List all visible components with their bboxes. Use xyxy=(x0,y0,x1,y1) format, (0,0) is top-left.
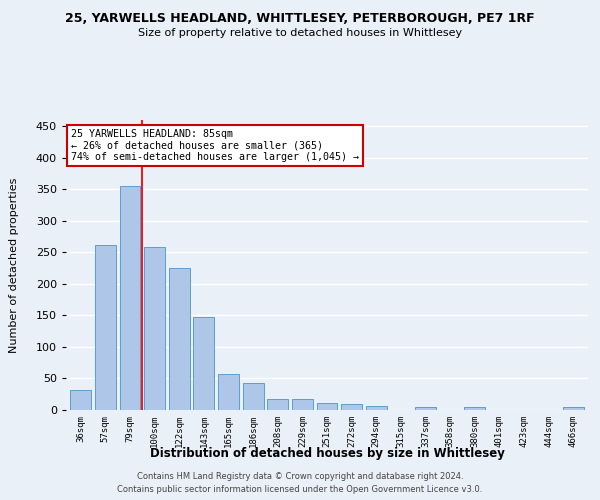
Text: 25, YARWELLS HEADLAND, WHITTLESEY, PETERBOROUGH, PE7 1RF: 25, YARWELLS HEADLAND, WHITTLESEY, PETER… xyxy=(65,12,535,26)
Bar xyxy=(242,383,263,410)
Bar xyxy=(563,407,584,410)
Text: Size of property relative to detached houses in Whittlesey: Size of property relative to detached ho… xyxy=(138,28,462,38)
Bar xyxy=(317,403,337,410)
Bar xyxy=(193,316,214,410)
Text: Contains HM Land Registry data © Crown copyright and database right 2024.: Contains HM Land Registry data © Crown c… xyxy=(137,472,463,481)
Bar xyxy=(95,246,116,410)
Bar xyxy=(169,268,190,410)
Y-axis label: Number of detached properties: Number of detached properties xyxy=(9,178,19,352)
Bar xyxy=(70,390,91,410)
Bar xyxy=(119,186,140,410)
Text: Contains public sector information licensed under the Open Government Licence v3: Contains public sector information licen… xyxy=(118,485,482,494)
Bar xyxy=(341,404,362,410)
Bar xyxy=(366,406,387,410)
Text: Distribution of detached houses by size in Whittlesey: Distribution of detached houses by size … xyxy=(149,448,505,460)
Bar xyxy=(415,407,436,410)
Text: 25 YARWELLS HEADLAND: 85sqm
← 26% of detached houses are smaller (365)
74% of se: 25 YARWELLS HEADLAND: 85sqm ← 26% of det… xyxy=(71,128,359,162)
Bar xyxy=(267,398,288,410)
Bar xyxy=(144,248,165,410)
Bar xyxy=(218,374,239,410)
Bar xyxy=(292,398,313,410)
Bar xyxy=(464,407,485,410)
